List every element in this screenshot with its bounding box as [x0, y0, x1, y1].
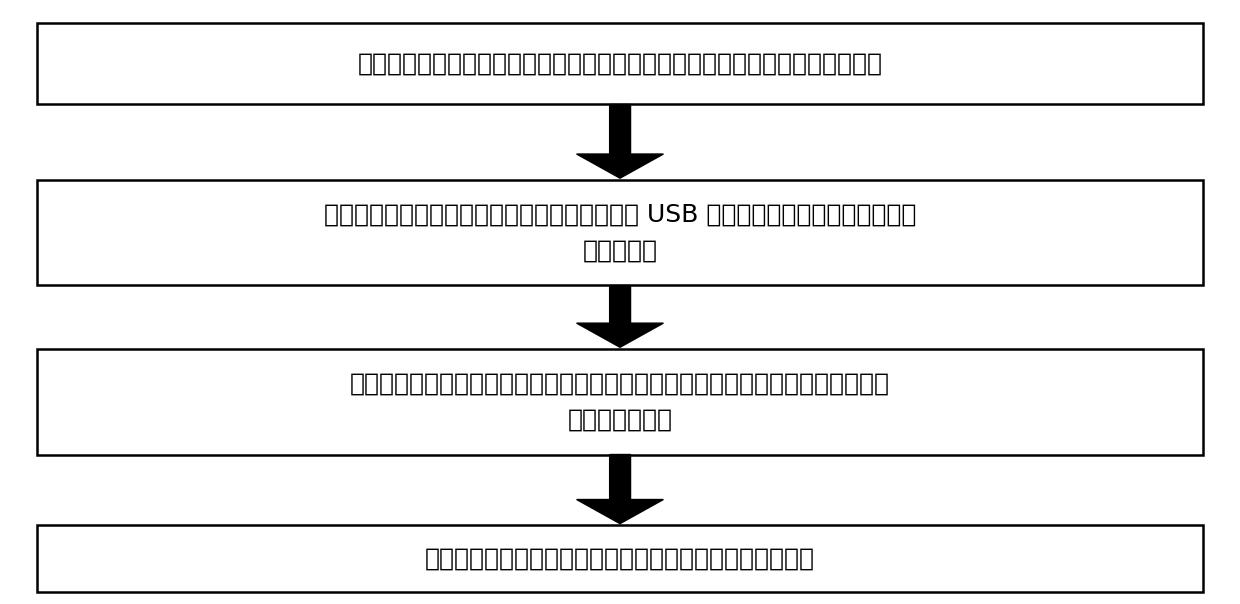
- Polygon shape: [577, 323, 663, 347]
- Polygon shape: [610, 285, 630, 323]
- Text: 所述数据处理中心将接收到的多组试验数据进行分析、计算、储存和显结果，并下
发指令给执行器: 所述数据处理中心将接收到的多组试验数据进行分析、计算、储存和显结果，并下 发指令…: [350, 372, 890, 431]
- Bar: [37, 180, 1203, 286]
- Polygon shape: [610, 104, 630, 154]
- Polygon shape: [577, 154, 663, 178]
- Bar: [37, 525, 1203, 592]
- Polygon shape: [577, 500, 663, 524]
- Bar: [37, 22, 1203, 104]
- Polygon shape: [610, 454, 630, 500]
- Text: 所述数据采集中心，将现场多组信号采集后通过 USB 数据线、无线传输网络发送至数
据处理中心: 所述数据采集中心，将现场多组信号采集后通过 USB 数据线、无线传输网络发送至数…: [324, 203, 916, 262]
- Bar: [37, 349, 1203, 454]
- Text: 所述执行器，执行数据处理中心下发的指令，调整试验工况: 所述执行器，执行数据处理中心下发的指令，调整试验工况: [425, 547, 815, 571]
- Text: 差压变送器、压力变送器、温度变送器输出数据经屏蔽电线传送到数据采集中心: 差压变送器、压力变送器、温度变送器输出数据经屏蔽电线传送到数据采集中心: [357, 51, 883, 76]
